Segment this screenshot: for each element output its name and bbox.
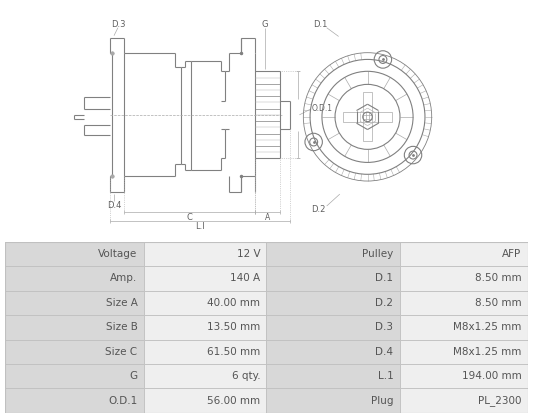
Text: D.4: D.4: [107, 201, 121, 210]
FancyBboxPatch shape: [144, 242, 266, 266]
Text: D.2: D.2: [312, 205, 326, 214]
Text: Pulley: Pulley: [362, 249, 393, 259]
Text: AFP: AFP: [502, 249, 521, 259]
Text: D.1: D.1: [375, 274, 393, 284]
Text: 40.00 mm: 40.00 mm: [207, 298, 260, 308]
FancyBboxPatch shape: [400, 291, 528, 315]
Text: 6 qty.: 6 qty.: [232, 371, 260, 381]
FancyBboxPatch shape: [400, 242, 528, 266]
FancyBboxPatch shape: [5, 291, 144, 315]
FancyBboxPatch shape: [266, 266, 400, 291]
Text: O.D.1: O.D.1: [108, 396, 138, 406]
Text: M8x1.25 mm: M8x1.25 mm: [453, 347, 521, 357]
Text: 8.50 mm: 8.50 mm: [475, 298, 521, 308]
FancyBboxPatch shape: [144, 266, 266, 291]
Text: L.1: L.1: [378, 371, 393, 381]
FancyBboxPatch shape: [5, 315, 144, 339]
Text: D.3: D.3: [375, 322, 393, 332]
FancyBboxPatch shape: [266, 315, 400, 339]
FancyBboxPatch shape: [266, 339, 400, 364]
Text: D.4: D.4: [375, 347, 393, 357]
FancyBboxPatch shape: [5, 242, 144, 266]
FancyBboxPatch shape: [266, 242, 400, 266]
Text: Amp.: Amp.: [110, 274, 138, 284]
FancyBboxPatch shape: [400, 266, 528, 291]
FancyBboxPatch shape: [144, 388, 266, 413]
FancyBboxPatch shape: [400, 339, 528, 364]
Text: C: C: [187, 213, 192, 222]
Text: 56.00 mm: 56.00 mm: [207, 396, 260, 406]
FancyBboxPatch shape: [5, 266, 144, 291]
Text: Plug: Plug: [371, 396, 393, 406]
Text: 12 V: 12 V: [237, 249, 260, 259]
FancyBboxPatch shape: [266, 364, 400, 388]
Text: Size C: Size C: [106, 347, 138, 357]
Text: 61.50 mm: 61.50 mm: [207, 347, 260, 357]
FancyBboxPatch shape: [266, 388, 400, 413]
Text: O.D.1: O.D.1: [312, 104, 333, 113]
Text: M8x1.25 mm: M8x1.25 mm: [453, 322, 521, 332]
Text: Size A: Size A: [106, 298, 138, 308]
Text: D.1: D.1: [313, 20, 327, 29]
FancyBboxPatch shape: [400, 364, 528, 388]
FancyBboxPatch shape: [5, 388, 144, 413]
Text: 8.50 mm: 8.50 mm: [475, 274, 521, 284]
FancyBboxPatch shape: [144, 291, 266, 315]
FancyBboxPatch shape: [400, 388, 528, 413]
Text: A: A: [265, 213, 270, 222]
FancyBboxPatch shape: [400, 315, 528, 339]
Text: D.3: D.3: [111, 20, 125, 29]
FancyBboxPatch shape: [144, 364, 266, 388]
FancyBboxPatch shape: [144, 315, 266, 339]
FancyBboxPatch shape: [144, 339, 266, 364]
Text: 194.00 mm: 194.00 mm: [462, 371, 521, 381]
Text: 13.50 mm: 13.50 mm: [207, 322, 260, 332]
Text: 140 A: 140 A: [230, 274, 260, 284]
FancyBboxPatch shape: [5, 364, 144, 388]
Text: D.2: D.2: [375, 298, 393, 308]
Text: Voltage: Voltage: [98, 249, 138, 259]
Text: PL_2300: PL_2300: [478, 395, 521, 406]
FancyBboxPatch shape: [266, 291, 400, 315]
Text: G: G: [261, 20, 268, 29]
FancyBboxPatch shape: [5, 339, 144, 364]
Text: Size B: Size B: [106, 322, 138, 332]
Text: G: G: [130, 371, 138, 381]
Text: L.l: L.l: [195, 223, 205, 231]
